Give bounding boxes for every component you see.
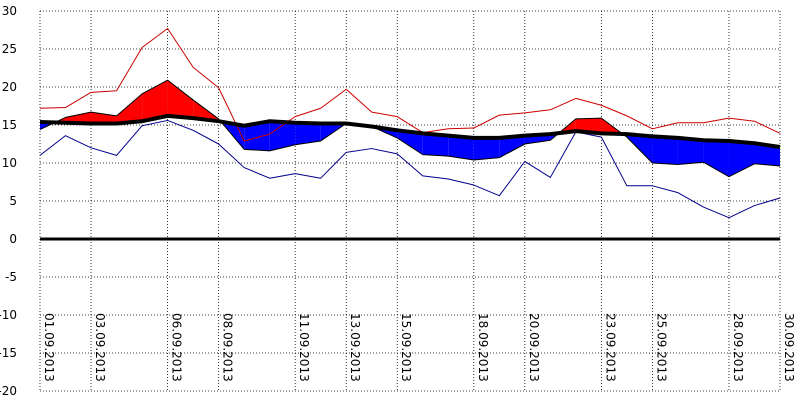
- below-norm-fill: [397, 130, 423, 155]
- y-tick-label: 5: [9, 194, 17, 208]
- below-norm-fill: [473, 137, 500, 160]
- y-tick-label: -15: [0, 346, 17, 360]
- below-norm-fill: [677, 137, 704, 165]
- below-norm-fill: [626, 134, 653, 163]
- x-tick-labels: 01.09.2013 03.09.2013 06.09.2013 08.09.2013…: [42, 313, 796, 382]
- above-norm-fill: [142, 80, 168, 122]
- x-tick-label: 15.09.2013: [399, 313, 413, 382]
- y-tick-label: 25: [2, 42, 17, 56]
- x-tick-label: 25.09.2013: [654, 313, 668, 382]
- x-tick-label: 30.09.2013: [782, 313, 796, 382]
- below-norm-fill: [320, 123, 347, 141]
- above-norm-fill: [575, 118, 602, 134]
- below-norm-fill: [422, 133, 449, 157]
- x-tick-label: 01.09.2013: [42, 313, 56, 382]
- x-tick-label: 03.09.2013: [93, 313, 107, 382]
- x-tick-label: 13.09.2013: [348, 313, 362, 382]
- mean-temperature-line: [39, 79, 781, 178]
- below-norm-fill: [728, 140, 755, 177]
- x-tick-label: 18.09.2013: [476, 313, 490, 382]
- y-tick-label: 0: [9, 232, 17, 246]
- below-norm-fill: [652, 136, 678, 165]
- x-tick-label: 08.09.2013: [221, 313, 235, 382]
- y-tick-label: 30: [2, 4, 17, 18]
- x-tick-label: 11.09.2013: [297, 313, 311, 382]
- y-tick-label: 20: [2, 80, 17, 94]
- series-lines: [39, 27, 781, 241]
- above-norm-fill: [167, 80, 194, 119]
- x-tick-label: 20.09.2013: [527, 313, 541, 382]
- y-tick-labels: 30 25 20 15 10 5 0 -5 -10 -15 -20: [0, 4, 17, 398]
- below-norm-fill: [269, 121, 296, 151]
- below-norm-fill: [448, 135, 474, 160]
- below-norm-fill: [703, 140, 729, 177]
- x-tick-label: 23.09.2013: [603, 313, 617, 382]
- below-norm-fill: [754, 143, 780, 167]
- norm-temperature-line: [39, 113, 781, 150]
- above-norm-fill: [116, 93, 143, 124]
- min-temperature-line: [39, 119, 781, 219]
- y-tick-label: -10: [0, 308, 17, 322]
- x-tick-label: 06.09.2013: [170, 313, 184, 382]
- below-norm-fill: [244, 121, 270, 151]
- x-gridlines: [39, 11, 781, 391]
- y-tick-label: 15: [2, 118, 17, 132]
- max-temperature-line: [39, 27, 781, 142]
- y-tick-label: -5: [5, 270, 17, 284]
- x-tick-label: 28.09.2013: [731, 313, 745, 382]
- y-tick-label: -20: [0, 384, 17, 398]
- below-norm-fill: [295, 122, 321, 145]
- anomaly-fills: [40, 80, 780, 177]
- y-tick-label: 10: [2, 156, 17, 170]
- below-norm-fill: [499, 135, 525, 158]
- above-norm-fill: [65, 112, 92, 124]
